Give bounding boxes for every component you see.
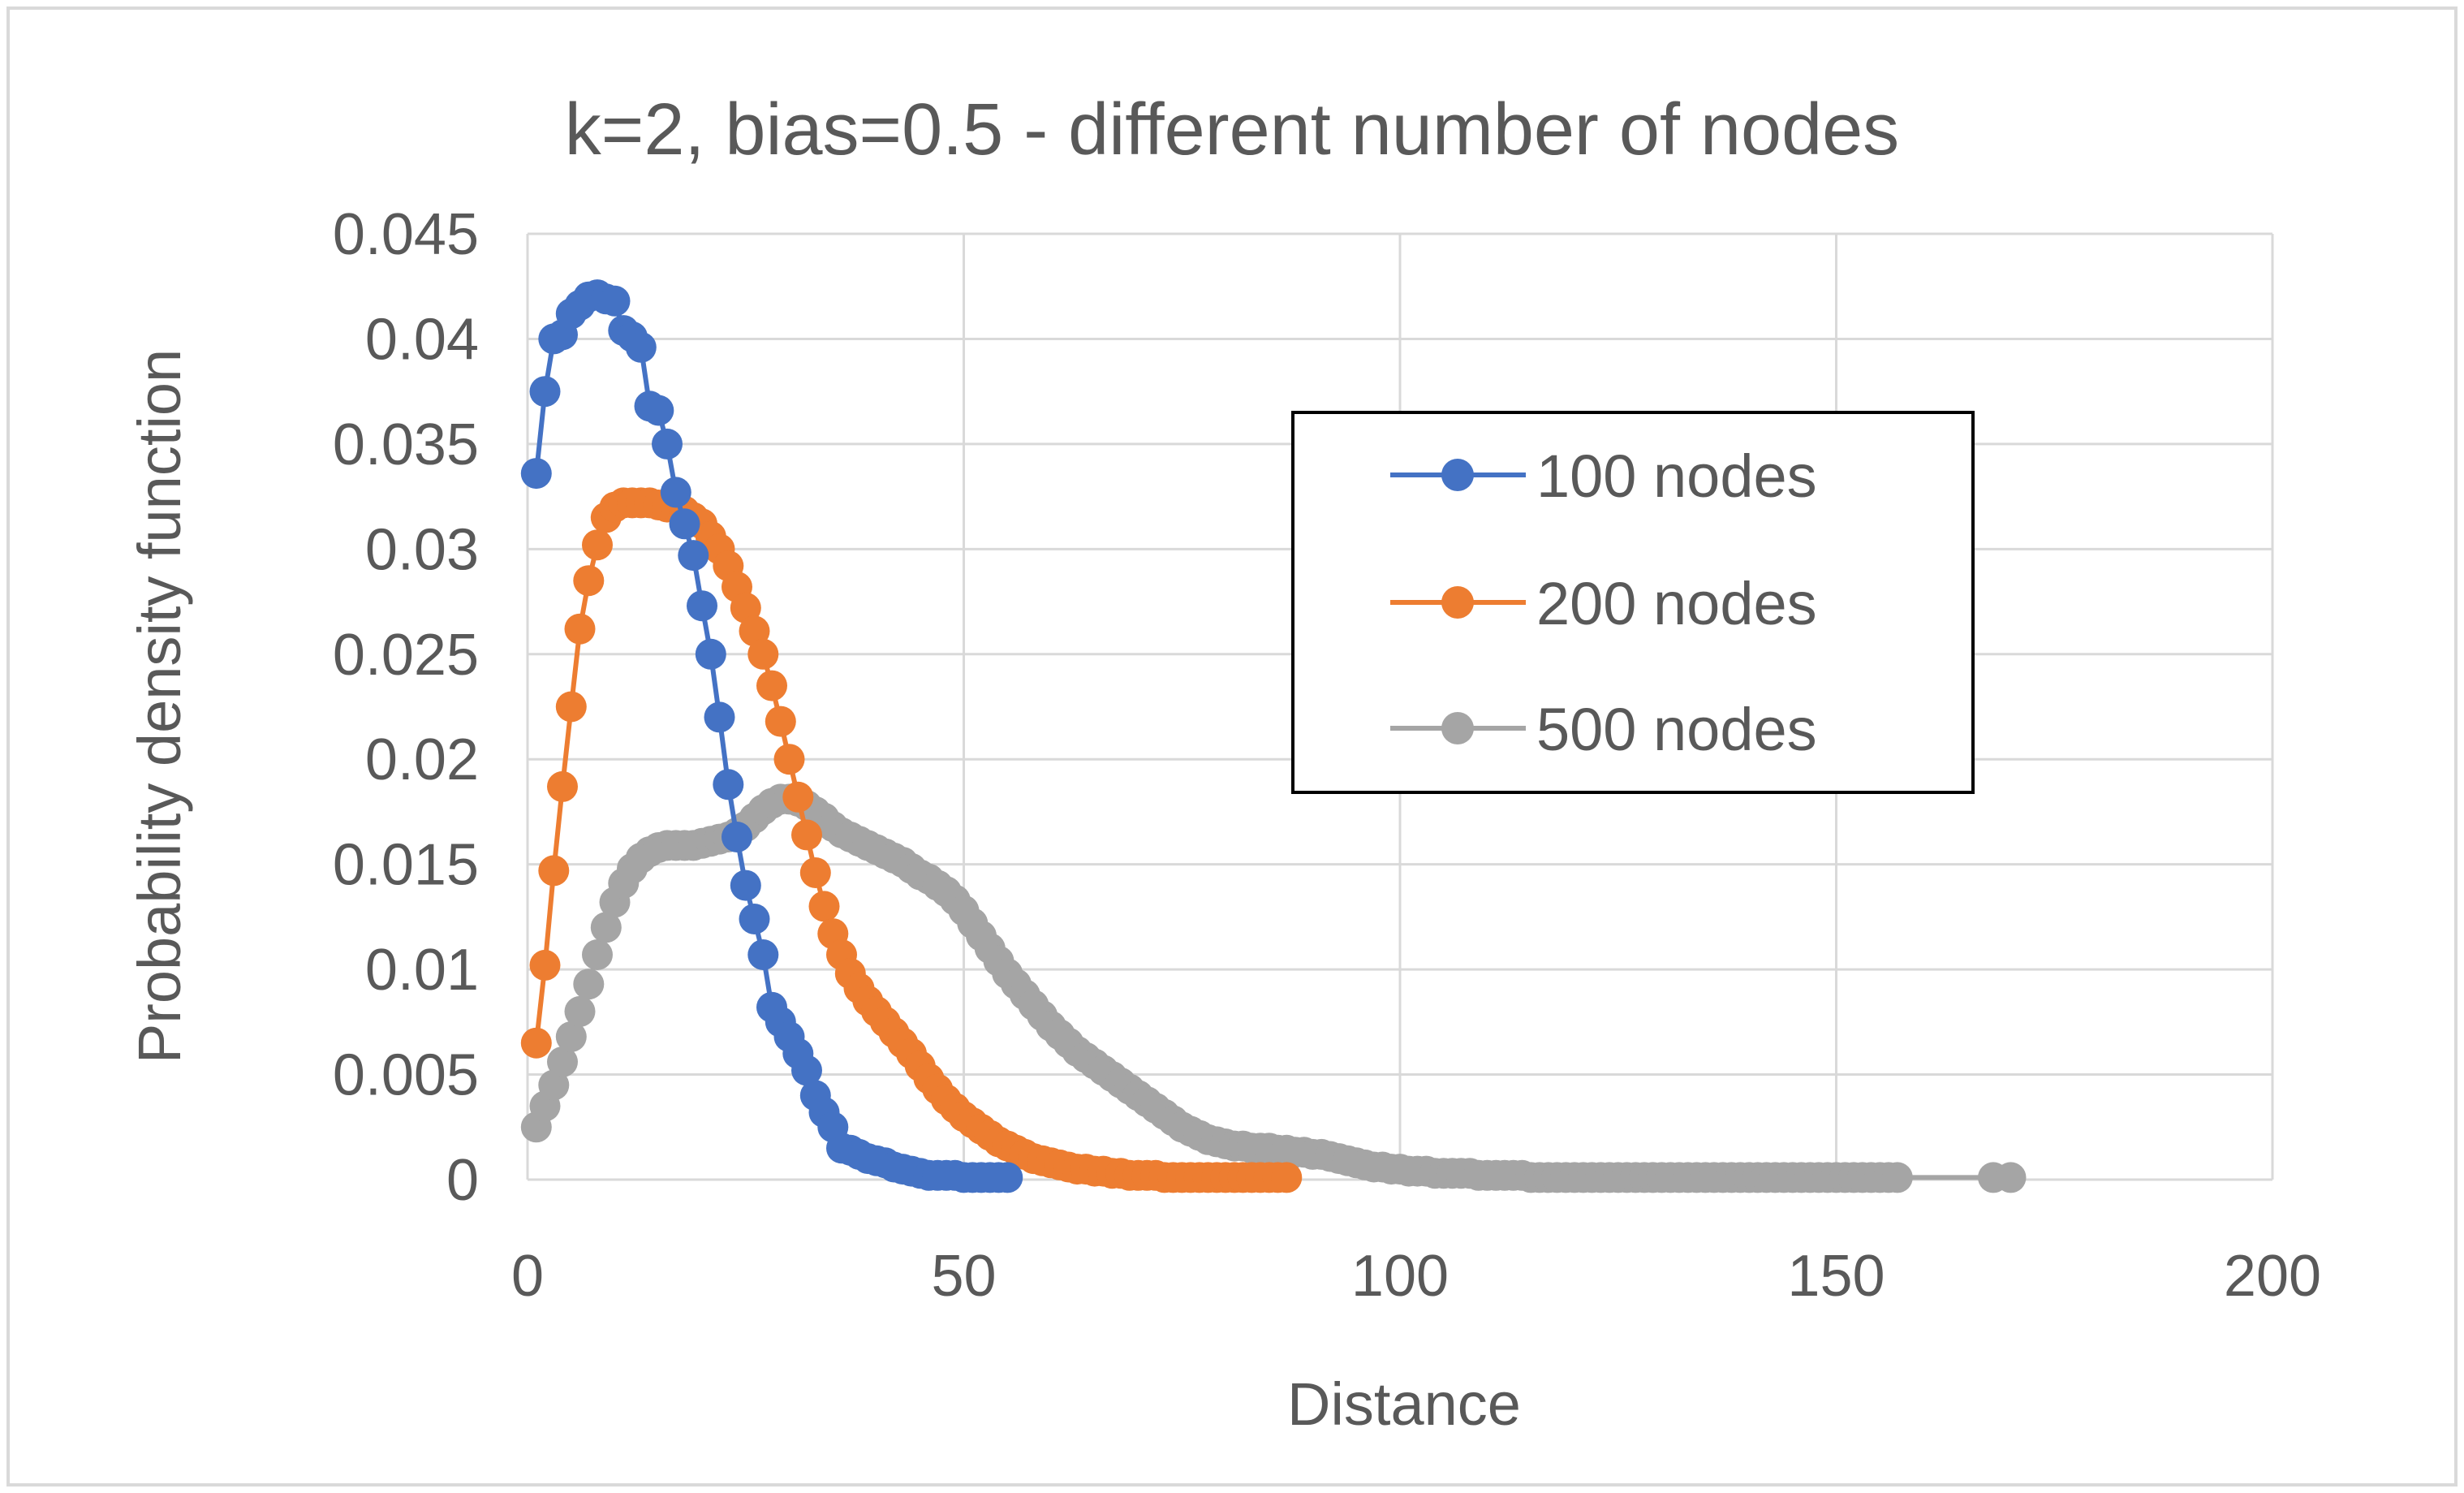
data-point — [547, 770, 578, 802]
y-tick-label: 0.04 — [365, 307, 479, 372]
data-point — [669, 508, 700, 540]
chart-title: k=2, bias=0.5 - different number of node… — [565, 89, 1899, 170]
data-point — [660, 477, 691, 508]
data-point — [573, 969, 605, 1000]
x-tick-label: 150 — [1787, 1244, 1885, 1309]
legend-item-500-nodes: 500 nodes — [1390, 696, 1817, 763]
data-point — [687, 590, 717, 622]
y-tick-label: 0 — [446, 1148, 479, 1213]
y-tick-label: 0.045 — [333, 202, 479, 267]
data-point — [520, 458, 552, 490]
data-point — [590, 912, 622, 943]
data-point — [573, 565, 605, 597]
data-point — [713, 769, 744, 800]
data-point — [773, 744, 805, 775]
legend: 100 nodes 200 nodes 500 nodes — [1291, 411, 1975, 794]
legend-items: 100 nodes 200 nodes 500 nodes — [1390, 442, 1817, 763]
data-point — [739, 615, 770, 647]
y-tick-label: 0.01 — [365, 938, 479, 1003]
data-point — [992, 1162, 1023, 1193]
data-point — [538, 1069, 570, 1101]
data-point — [747, 939, 779, 970]
x-tick-label: 200 — [2224, 1244, 2321, 1309]
data-point — [538, 855, 570, 887]
data-point — [555, 1021, 587, 1052]
legend-label: 100 nodes — [1536, 442, 1817, 510]
data-point — [564, 613, 596, 645]
tick-labels: 0 0.005 0.01 0.015 0.02 0.025 0.03 0.035 0.04 0.0… — [333, 202, 2321, 1309]
x-tick-label: 0 — [511, 1244, 544, 1309]
plot-series — [520, 279, 2027, 1193]
y-tick-label: 0.015 — [333, 833, 479, 898]
data-point — [643, 395, 674, 426]
data-point — [564, 995, 596, 1027]
data-point — [791, 819, 822, 851]
legend-label: 500 nodes — [1536, 696, 1817, 763]
x-axis-label: Distance — [1287, 1370, 1521, 1438]
y-tick-label: 0.03 — [365, 517, 479, 582]
data-point — [704, 701, 735, 733]
y-tick-label: 0.005 — [333, 1043, 479, 1108]
series-200-nodes — [520, 487, 1303, 1193]
data-point — [782, 781, 814, 813]
data-point — [730, 592, 761, 624]
y-tick-label: 0.025 — [333, 623, 479, 688]
data-point — [582, 939, 613, 970]
data-point — [747, 638, 779, 670]
legend-label: 200 nodes — [1536, 570, 1817, 637]
data-point — [722, 822, 752, 852]
legend-marker — [1441, 712, 1474, 744]
data-point — [1881, 1162, 1913, 1193]
x-tick-label: 100 — [1351, 1244, 1449, 1309]
data-point — [652, 428, 683, 460]
y-tick-label: 0.035 — [333, 412, 479, 477]
data-point — [529, 949, 561, 981]
data-point — [547, 1046, 578, 1077]
data-point — [1271, 1162, 1303, 1193]
data-point — [555, 691, 587, 723]
legend-item-200-nodes: 200 nodes — [1390, 570, 1817, 637]
data-point — [730, 869, 761, 901]
series-100-nodes — [520, 279, 1023, 1193]
chart-border — [6, 6, 2458, 1487]
y-tick-label: 0.02 — [365, 727, 479, 792]
data-point — [599, 285, 631, 317]
legend-item-100-nodes: 100 nodes — [1390, 442, 1817, 510]
data-point — [739, 904, 770, 934]
legend-marker — [1441, 586, 1474, 619]
data-point — [625, 331, 657, 363]
data-point — [582, 529, 613, 561]
data-point — [791, 1055, 822, 1086]
x-tick-label: 50 — [931, 1244, 996, 1309]
data-point — [678, 540, 709, 572]
data-point — [529, 376, 561, 408]
data-point — [756, 670, 787, 701]
data-point — [799, 857, 831, 888]
data-point — [808, 891, 840, 922]
data-point — [695, 638, 726, 670]
legend-marker — [1441, 459, 1474, 491]
y-axis-label: Probability density function — [126, 349, 193, 1064]
data-point — [520, 1027, 552, 1059]
data-point — [1995, 1162, 2027, 1193]
data-point — [765, 706, 796, 737]
